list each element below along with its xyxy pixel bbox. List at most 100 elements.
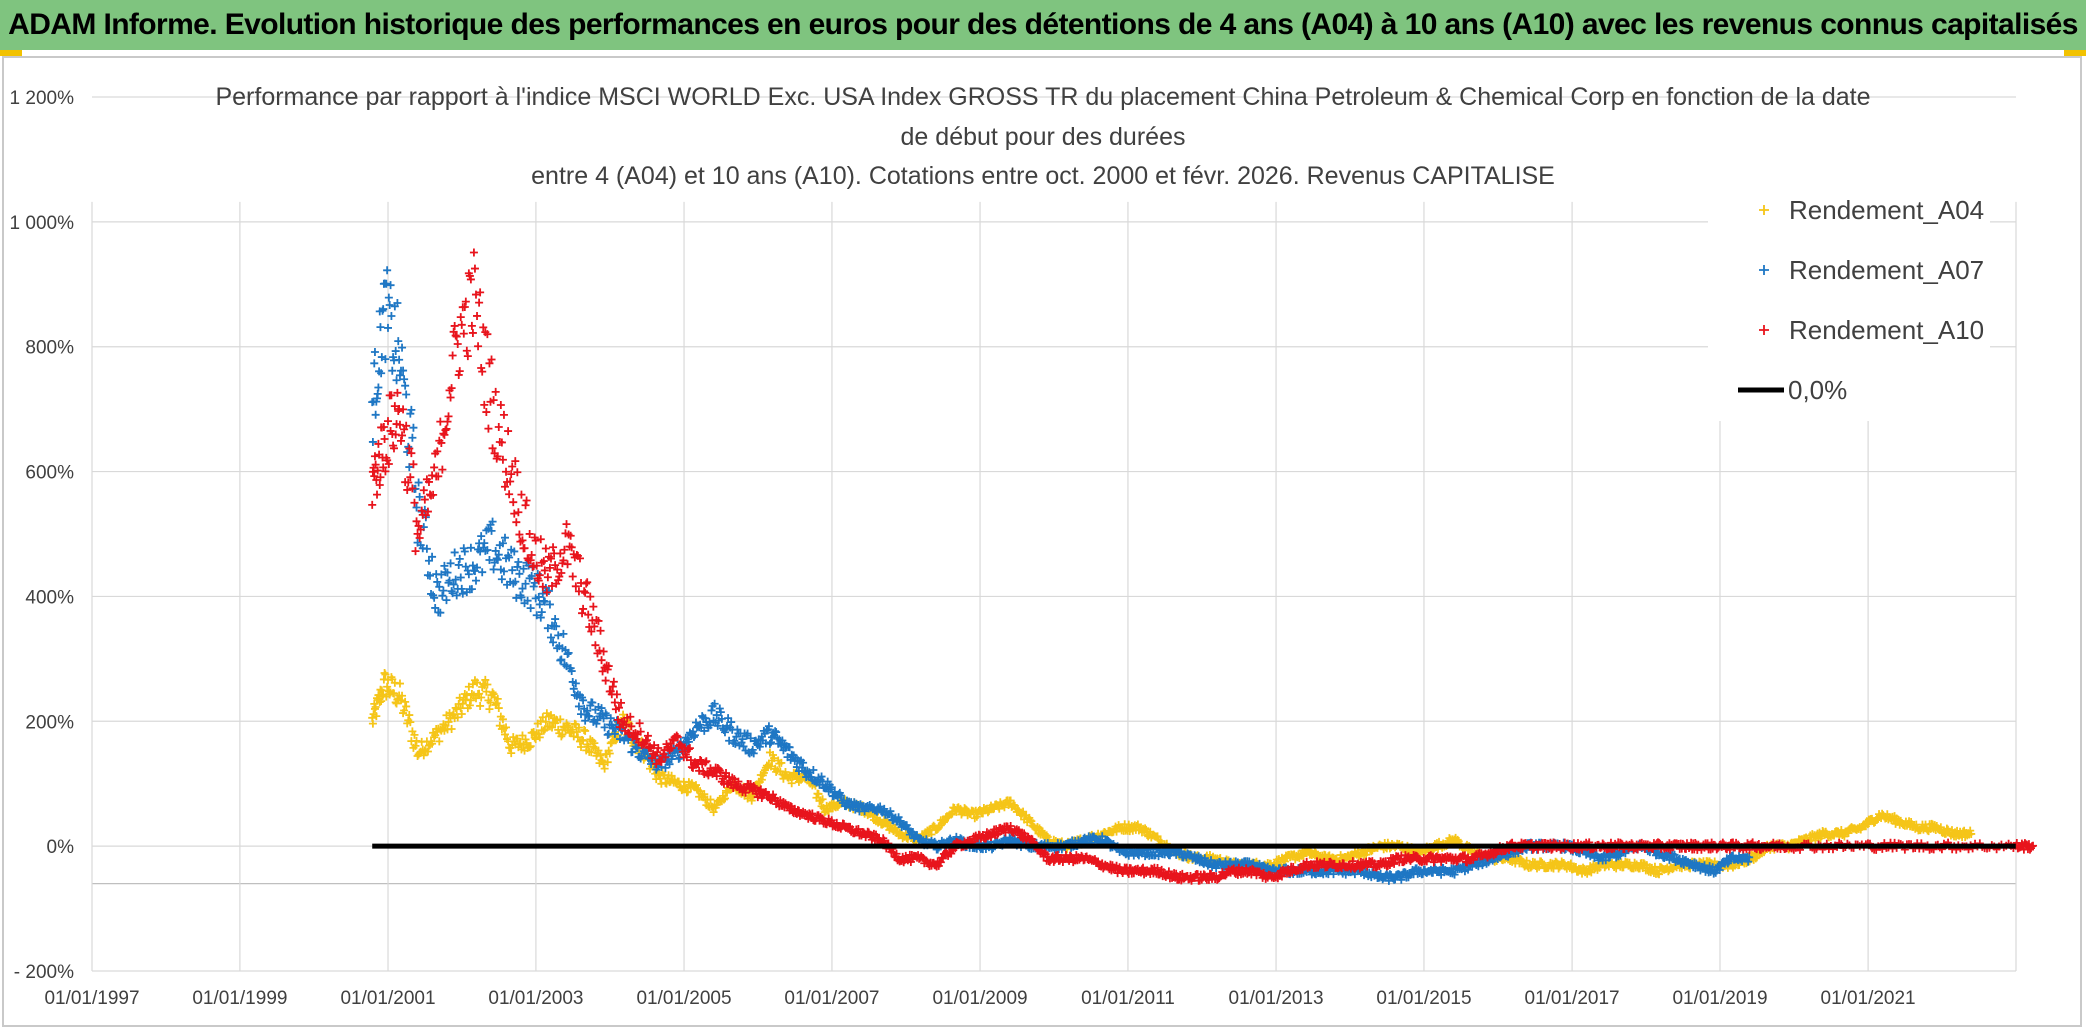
y-tick-label: 0% xyxy=(47,837,75,858)
point-cross xyxy=(743,729,752,738)
point-cross xyxy=(814,789,823,798)
point-cross xyxy=(395,371,404,380)
point-cross xyxy=(484,424,493,433)
point-cross xyxy=(481,675,490,684)
point-cross xyxy=(755,742,764,751)
point-cross xyxy=(1752,853,1761,862)
point-cross xyxy=(391,347,400,356)
point-cross xyxy=(513,468,522,477)
point-cross xyxy=(496,401,505,410)
point-cross xyxy=(464,570,473,579)
point-cross xyxy=(393,299,402,308)
point-cross xyxy=(397,696,406,705)
data-point xyxy=(414,724,441,760)
data-point xyxy=(729,725,755,758)
data-point xyxy=(1025,813,1051,842)
point-cross xyxy=(1026,816,1035,825)
point-cross xyxy=(568,572,577,581)
point-cross xyxy=(559,629,568,638)
data-point xyxy=(599,709,626,744)
point-cross xyxy=(493,694,502,703)
point-cross xyxy=(770,754,779,763)
point-cross xyxy=(505,490,514,499)
point-cross xyxy=(385,300,394,309)
point-cross xyxy=(428,739,437,748)
legend-label: 0,0% xyxy=(1788,375,1847,405)
point-cross xyxy=(445,576,454,585)
point-cross xyxy=(505,553,514,562)
point-cross xyxy=(536,535,545,544)
point-cross xyxy=(521,579,530,588)
point-cross xyxy=(466,696,475,705)
point-cross xyxy=(443,417,452,426)
point-cross xyxy=(597,704,606,713)
point-cross xyxy=(457,584,466,593)
point-cross xyxy=(466,543,475,552)
point-cross xyxy=(567,667,576,676)
point-cross xyxy=(368,719,377,728)
point-cross xyxy=(522,496,531,505)
point-cross xyxy=(537,608,546,617)
data-point xyxy=(525,563,551,622)
point-cross xyxy=(376,323,385,332)
point-cross xyxy=(581,588,590,597)
banner-accent-right xyxy=(2064,50,2086,56)
point-cross xyxy=(523,596,532,605)
point-cross xyxy=(428,552,437,561)
x-tick-label: 01/01/2007 xyxy=(784,988,879,1009)
point-cross xyxy=(515,569,524,578)
point-cross xyxy=(380,435,389,444)
point-cross xyxy=(456,313,465,322)
point-cross xyxy=(520,544,529,553)
point-cross xyxy=(415,492,424,501)
data-point xyxy=(655,768,681,788)
point-cross xyxy=(526,742,535,751)
point-cross xyxy=(757,775,766,784)
point-cross xyxy=(513,734,522,743)
point-cross xyxy=(665,760,674,769)
point-cross xyxy=(709,808,718,817)
point-cross xyxy=(700,790,709,799)
point-cross xyxy=(372,712,381,721)
point-cross xyxy=(373,490,382,499)
point-cross xyxy=(430,593,439,602)
point-cross xyxy=(519,564,528,573)
point-cross xyxy=(442,596,451,605)
point-cross xyxy=(556,656,565,665)
data-point xyxy=(1802,827,1828,846)
point-cross xyxy=(381,670,390,679)
point-cross xyxy=(527,572,536,581)
point-cross xyxy=(786,755,795,764)
point-cross xyxy=(379,305,388,314)
point-cross xyxy=(583,706,592,715)
point-cross xyxy=(606,714,615,723)
point-cross xyxy=(580,587,589,596)
point-cross xyxy=(439,586,448,595)
x-tick-label: 01/01/2021 xyxy=(1821,988,1916,1009)
point-cross xyxy=(599,647,608,656)
chart-title-line: Performance par rapport à l'indice MSCI … xyxy=(215,83,1870,111)
point-cross xyxy=(548,723,557,732)
y-tick-label: 800% xyxy=(25,338,74,359)
data-point xyxy=(1135,823,1162,842)
point-cross xyxy=(577,743,586,752)
point-cross xyxy=(535,600,544,609)
point-cross xyxy=(602,711,611,720)
point-cross xyxy=(766,738,775,747)
report-banner: ADAM Informe. Evolution historique des p… xyxy=(0,0,2086,50)
point-cross xyxy=(818,795,827,804)
point-cross xyxy=(610,729,619,738)
legend-item-a10: Rendement_A10 xyxy=(1759,315,1984,345)
point-cross xyxy=(777,758,786,767)
point-cross xyxy=(1655,870,1664,879)
data-point xyxy=(1506,852,1532,871)
point-cross xyxy=(785,743,794,752)
point-cross xyxy=(564,648,573,657)
point-cross xyxy=(412,736,421,745)
point-cross xyxy=(407,405,416,414)
point-cross xyxy=(536,613,545,622)
point-cross xyxy=(401,697,410,706)
data-point xyxy=(368,675,388,728)
point-cross xyxy=(581,716,590,725)
